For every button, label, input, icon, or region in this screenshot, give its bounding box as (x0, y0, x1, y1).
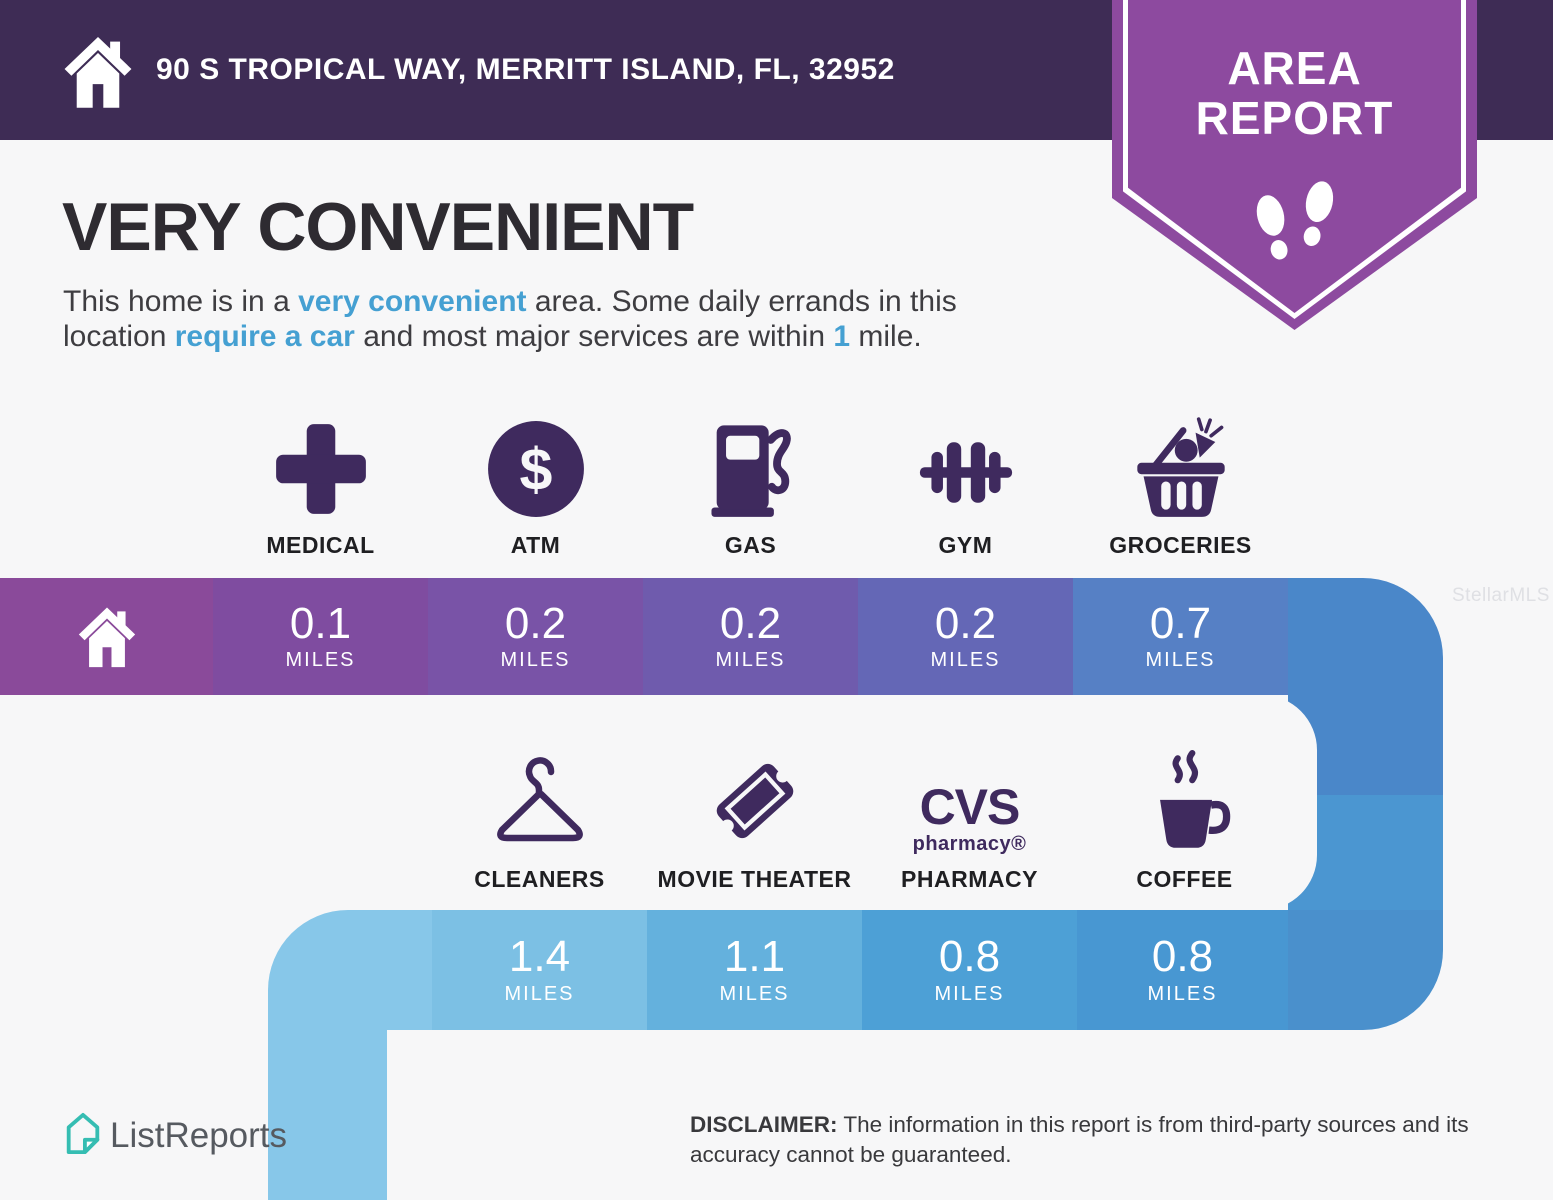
service-cleaners: CLEANERS (432, 748, 647, 893)
summary-highlight-convenient: very convenient (298, 285, 527, 318)
distance-cell-cleaners: 1.4 MILES (432, 910, 647, 1030)
ticket-icon (716, 763, 793, 839)
property-address: 90 S TROPICAL WAY, MERRITT ISLAND, FL, 3… (156, 53, 895, 86)
distance-cell-groceries: 0.7 MILES (1073, 578, 1288, 695)
summary-part2: area. Some daily errands in this (526, 285, 957, 318)
service-label: ATM (510, 532, 561, 558)
service-label: CLEANERS (474, 866, 605, 892)
coffee-cup-icon (1159, 750, 1230, 848)
distance-cell-gas: 0.2 MILES (643, 578, 858, 695)
summary-highlight-mile: 1 (833, 320, 851, 354)
badge-title-line1: AREA (1227, 42, 1362, 94)
distance-unit: MILES (1147, 982, 1218, 1005)
service-label: PHARMACY (901, 866, 1038, 892)
distance-unit: MILES (1145, 649, 1216, 672)
hanger-icon (496, 757, 583, 842)
distance-unit: MILES (500, 649, 571, 672)
distance-unit: MILES (930, 649, 1001, 672)
badge-title-line2: REPORT (1195, 91, 1394, 144)
footprints-icon (1256, 181, 1333, 260)
watermark: StellarMLS (1452, 585, 1550, 606)
service-pharmacy: CVS pharmacy® PHARMACY (862, 748, 1077, 893)
distance-unit: MILES (504, 982, 575, 1005)
distance-unit: MILES (715, 649, 786, 672)
distance-cell-pharmacy: 0.8 MILES (862, 910, 1077, 1030)
row2-panel (0, 695, 1317, 910)
summary-part3: location (63, 320, 175, 354)
grocery-basket-icon (1136, 417, 1225, 517)
band1-home-cell (0, 578, 213, 695)
service-groceries: GROCERIES (1073, 410, 1288, 559)
distance-value: 1.1 (723, 932, 786, 982)
path-elbow-top-left (268, 910, 432, 1030)
summary-part4: and most major services are within (354, 320, 834, 354)
footer-panel (387, 1030, 1553, 1200)
distance-value: 0.1 (289, 598, 352, 648)
distance-value: 0.7 (1149, 598, 1212, 648)
service-label: GYM (938, 532, 993, 558)
service-label: COFFEE (1136, 866, 1233, 892)
summary-part1: This home is in a (63, 285, 299, 318)
distance-value: 0.2 (719, 598, 782, 648)
cvs-logo-text: CVS (919, 779, 1021, 835)
service-gas: GAS (643, 410, 858, 559)
medical-cross-icon (275, 424, 366, 514)
distance-cell-gym: 0.2 MILES (858, 578, 1073, 695)
distance-cell-movie-theater: 1.1 MILES (647, 910, 862, 1030)
service-label: GROCERIES (1109, 532, 1252, 558)
service-label: MEDICAL (266, 532, 375, 558)
service-label: GAS (724, 532, 777, 558)
disclaimer-text: The information in this report is from t… (690, 1112, 1469, 1168)
distance-value: 0.8 (938, 932, 1001, 982)
area-report-badge: AREA REPORT (1112, 0, 1477, 330)
cvs-pharmacy-logo: CVS pharmacy® (913, 782, 1027, 854)
distance-cell-atm: 0.2 MILES (428, 578, 643, 695)
home-icon (64, 37, 132, 108)
atm-dollar-icon: $ (487, 421, 584, 517)
dumbbell-icon (919, 442, 1012, 503)
home-marker-icon (78, 607, 135, 667)
distance-cell-medical: 0.1 MILES (213, 578, 428, 695)
service-label: MOVIE THEATER (657, 866, 852, 892)
path-strip-left (268, 1030, 387, 1200)
distance-cell-coffee: 0.8 MILES (1077, 910, 1288, 1030)
listreports-brand: ListReports (110, 1116, 288, 1155)
service-atm: $ ATM (428, 410, 643, 559)
distance-value: 1.4 (508, 932, 571, 982)
path-elbow-bottom-right (1288, 910, 1443, 1030)
service-movie-theater: MOVIE THEATER (647, 748, 862, 893)
service-medical: MEDICAL (213, 410, 428, 559)
summary-part5: mile. (850, 320, 922, 354)
distance-value: 0.2 (934, 598, 997, 648)
distance-unit: MILES (934, 982, 1005, 1005)
summary-text: This home is in a very convenient area. … (63, 284, 957, 355)
path-elbow-top-right (1288, 578, 1443, 695)
distance-unit: MILES (719, 982, 790, 1005)
disclaimer-label: DISCLAIMER: (690, 1112, 838, 1137)
distance-value: 0.2 (504, 598, 567, 648)
summary-highlight-car: require a car (174, 320, 355, 354)
cvs-pharmacy-text: pharmacy® (912, 833, 1027, 855)
gas-pump-icon (710, 425, 791, 517)
service-gym: GYM (858, 410, 1073, 559)
service-coffee: COFFEE (1077, 748, 1292, 893)
distance-unit: MILES (285, 649, 356, 672)
distance-value: 0.8 (1151, 932, 1214, 982)
dollar-symbol: $ (519, 435, 552, 502)
page-title: VERY CONVENIENT (62, 189, 694, 265)
badge-title: AREA REPORT (1112, 42, 1477, 144)
listreports-logo-icon (66, 1112, 100, 1155)
disclaimer: DISCLAIMER: The information in this repo… (690, 1110, 1502, 1171)
